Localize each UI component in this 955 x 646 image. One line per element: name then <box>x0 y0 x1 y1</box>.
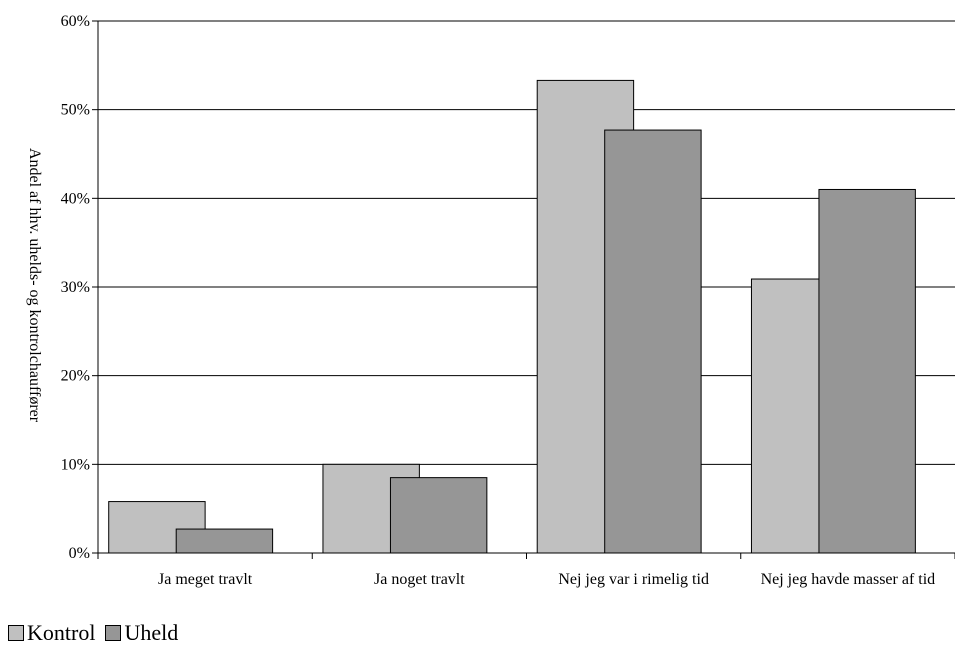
y-tick-label: 40% <box>61 190 90 207</box>
x-category-label: Nej jeg havde masser af tid <box>761 571 936 588</box>
y-tick-label: 60% <box>61 13 90 30</box>
legend-label-kontrol: Kontrol <box>27 620 96 645</box>
legend-label-uheld: Uheld <box>124 620 179 645</box>
y-tick-label: 20% <box>61 368 90 385</box>
bar-uheld-1 <box>389 477 488 554</box>
legend-item-kontrol: Kontrol <box>8 622 95 644</box>
y-axis-title: Andel af hhv. uhelds- og kontrolchauffør… <box>26 148 43 423</box>
bars <box>108 79 916 554</box>
y-tick-labels: 0% 10% 20% 30% 40% 50% 60% <box>61 13 90 562</box>
y-tick-label: 0% <box>69 545 90 562</box>
axes <box>97 21 955 559</box>
x-category-label: Ja meget travlt <box>158 571 253 588</box>
x-category-label: Ja noget travlt <box>374 571 465 588</box>
legend-swatch-uheld <box>105 625 122 641</box>
y-tick-label: 10% <box>61 456 90 473</box>
y-tick-label: 30% <box>61 279 90 296</box>
bar-uheld-3 <box>818 188 916 554</box>
bar-uheld-0 <box>175 528 274 554</box>
legend-swatch-kontrol <box>8 625 24 641</box>
x-category-label: Nej jeg var i rimelig tid <box>558 571 709 588</box>
bar-uheld-2 <box>604 129 702 554</box>
bar-chart: 0% 10% 20% 30% 40% 50% 60% Ja meget travlt Ja n… <box>26 13 955 588</box>
x-category-labels: Ja meget travlt Ja noget travlt Nej jeg va… <box>158 571 935 588</box>
y-tick-label: 50% <box>61 102 90 119</box>
legend: Kontrol Uheld <box>8 622 188 644</box>
legend-item-uheld: Uheld <box>105 622 178 644</box>
